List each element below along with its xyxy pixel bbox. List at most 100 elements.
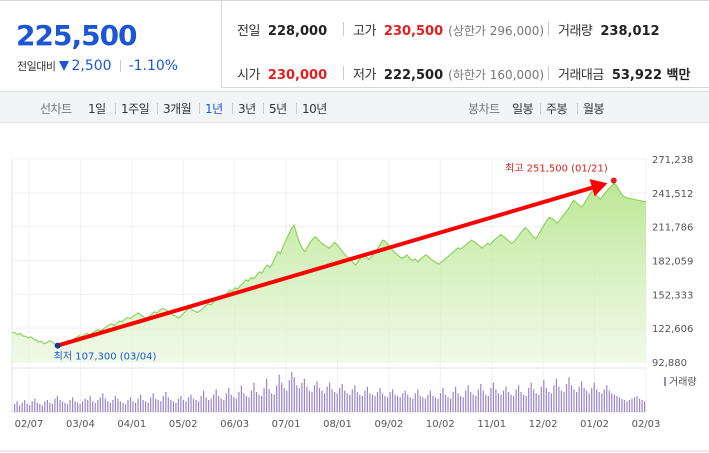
volume-bar xyxy=(434,397,436,412)
volume-bar xyxy=(26,404,28,412)
volume-bar xyxy=(172,401,174,412)
volume-bar xyxy=(288,380,290,412)
period-tab-1[interactable]: 1주일 xyxy=(121,102,150,116)
volume-bar xyxy=(601,393,603,412)
stat-label: 고가 xyxy=(353,24,376,39)
volume-bar xyxy=(596,389,598,412)
volume-bar xyxy=(621,398,623,412)
volume-bar xyxy=(190,394,192,412)
volume-bar xyxy=(626,401,628,412)
volume-bar xyxy=(331,389,333,412)
volume-bar xyxy=(145,401,147,412)
volume-bar xyxy=(271,393,273,412)
volume-bar xyxy=(462,397,464,412)
period-tab-3[interactable]: 1년 xyxy=(205,102,223,116)
volume-bar xyxy=(218,396,220,412)
stat-label: 시가 xyxy=(237,68,260,83)
change-row: 전일대비 2,500 -1.10% xyxy=(17,58,178,74)
period-tab-4[interactable]: 3년 xyxy=(238,102,256,116)
x-tick-label: 10/02 xyxy=(426,419,455,430)
y-tick-label: 92,880 xyxy=(652,358,687,369)
stat-2: 거래량 238,012 xyxy=(558,20,660,39)
volume-bar xyxy=(324,393,326,412)
volume-bar xyxy=(152,393,154,412)
change-divider xyxy=(119,60,121,72)
volume-bar xyxy=(623,400,625,412)
volume-bar xyxy=(477,389,479,412)
volume-bar xyxy=(525,396,527,412)
volume-bar xyxy=(175,402,177,412)
volume-bar xyxy=(72,397,74,412)
stat-limit: (상한가 296,000) xyxy=(448,24,545,38)
volume-bar xyxy=(465,390,467,412)
trend-arrow-head xyxy=(589,179,608,197)
volume-bar xyxy=(41,405,43,412)
change-label: 전일대비 xyxy=(17,60,56,73)
volume-bar xyxy=(344,390,346,412)
volume-bar xyxy=(565,384,568,412)
period-tab-6[interactable]: 10년 xyxy=(302,102,327,116)
period-tab-2[interactable]: 3개월 xyxy=(163,102,192,116)
volume-bar xyxy=(502,390,505,412)
period-tab-5[interactable]: 5년 xyxy=(269,102,287,116)
volume-bar xyxy=(49,402,51,412)
volume-bar xyxy=(192,398,195,412)
volume-bar xyxy=(369,393,371,412)
period-divider xyxy=(296,103,297,114)
volume-bar xyxy=(84,398,86,412)
trend-arrow-line xyxy=(55,183,602,348)
volume-bar xyxy=(568,377,570,412)
volume-bar xyxy=(34,398,36,412)
min-point xyxy=(54,342,61,349)
volume-bar xyxy=(36,402,38,412)
candle-tab-0[interactable]: 일봉 xyxy=(512,102,534,116)
candle-tab-2[interactable]: 월봉 xyxy=(583,102,605,116)
volume-bar xyxy=(427,394,429,412)
volume-bar xyxy=(603,389,605,412)
volume-bar xyxy=(570,385,573,412)
volume-bar xyxy=(628,400,631,412)
volume-bar xyxy=(366,386,368,412)
volume-bar xyxy=(475,396,477,412)
volume-bar xyxy=(220,398,222,412)
volume-bar xyxy=(291,372,293,412)
volume-bar xyxy=(311,392,313,412)
period-tab-0[interactable]: 1일 xyxy=(88,102,106,116)
volume-bar xyxy=(104,398,106,412)
volume-bar xyxy=(402,393,404,412)
volume-bar xyxy=(560,390,562,412)
volume-bar xyxy=(195,400,197,412)
volume-bar xyxy=(208,400,210,412)
volume-bar xyxy=(485,394,487,412)
stat-divider xyxy=(548,22,549,36)
candle-tab-1[interactable]: 주봉 xyxy=(546,102,568,116)
volume-bar xyxy=(467,385,469,412)
volume-bar xyxy=(563,392,565,412)
volume-bar xyxy=(500,394,502,412)
stat-value: 228,000 xyxy=(267,24,328,39)
y-tick-label: 241,512 xyxy=(652,189,693,200)
change-percent: -1.10% xyxy=(128,58,179,74)
volume-bar xyxy=(329,382,331,412)
volume-bar xyxy=(581,381,583,412)
volume-bar xyxy=(613,394,615,412)
volume-bar xyxy=(631,398,633,412)
volume-bar xyxy=(308,390,310,412)
volume-bar xyxy=(455,386,457,412)
x-tick-label: 01/02 xyxy=(580,419,609,430)
volume-bar xyxy=(283,388,285,412)
volume-bar xyxy=(316,381,318,412)
volume-bar xyxy=(518,385,520,412)
volume-bar xyxy=(394,394,396,412)
volume-bar xyxy=(112,400,114,412)
volume-bar xyxy=(387,397,389,412)
x-tick-label: 08/01 xyxy=(323,419,352,430)
volume-bar xyxy=(538,394,540,412)
y-tick-label: 211,786 xyxy=(652,223,693,234)
period-divider xyxy=(115,103,116,114)
volume-bar xyxy=(583,388,585,412)
volume-legend-marker xyxy=(664,377,666,386)
volume-bar xyxy=(636,396,638,412)
volume-bar xyxy=(99,397,101,412)
volume-bar xyxy=(606,385,608,412)
